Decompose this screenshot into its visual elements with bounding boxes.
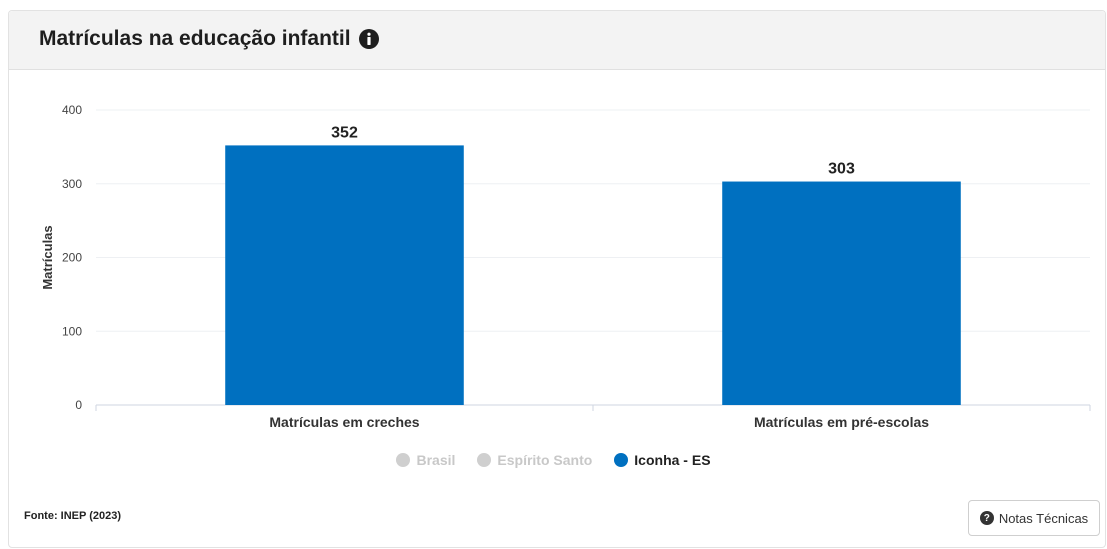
y-tick-label: 200 — [62, 251, 82, 265]
y-tick-label: 300 — [62, 177, 82, 191]
x-tick-label: Matrículas em creches — [269, 414, 419, 430]
data-label: 303 — [828, 161, 855, 178]
notes-tecnicas-button[interactable]: ? Notas Técnicas — [968, 500, 1100, 536]
x-tick-label: Matrículas em pré-escolas — [754, 414, 929, 430]
legend-dot — [614, 453, 629, 467]
notes-button-label: Notas Técnicas — [998, 510, 1089, 526]
page-title: Matrículas na educação infantil — [39, 27, 351, 50]
source-note: Fonte: INEP (2023) — [24, 510, 121, 522]
y-tick-label: 0 — [75, 398, 82, 412]
legend-item-iconha[interactable]: Iconha - ES — [614, 452, 711, 468]
bar — [225, 145, 464, 405]
info-circle-icon[interactable] — [358, 29, 379, 49]
y-tick-label: 400 — [62, 103, 82, 117]
bar — [722, 181, 961, 405]
y-axis-label: Matrículas — [40, 225, 55, 289]
legend-item-espirito-santo[interactable]: Espírito Santo — [477, 452, 592, 468]
legend-label: Brasil — [416, 452, 456, 468]
card-header: Matrículas na educação infantil — [9, 11, 1105, 70]
question-circle-icon: ? — [979, 511, 994, 525]
data-label: 352 — [331, 124, 358, 141]
legend-label: Iconha - ES — [634, 452, 711, 468]
legend-label: Espírito Santo — [497, 452, 593, 468]
legend-dot — [396, 453, 411, 467]
chart-legend: Brasil Espírito Santo Iconha - ES — [0, 452, 1107, 468]
legend-item-brasil[interactable]: Brasil — [396, 452, 455, 468]
bar-chart: 0 100 200 300 400 Matrículas 352 Matrículas em … — [40, 103, 1091, 430]
legend-dot — [477, 453, 492, 467]
card-title: Matrículas na educação infantil — [39, 27, 379, 51]
y-tick-label: 100 — [62, 324, 82, 338]
